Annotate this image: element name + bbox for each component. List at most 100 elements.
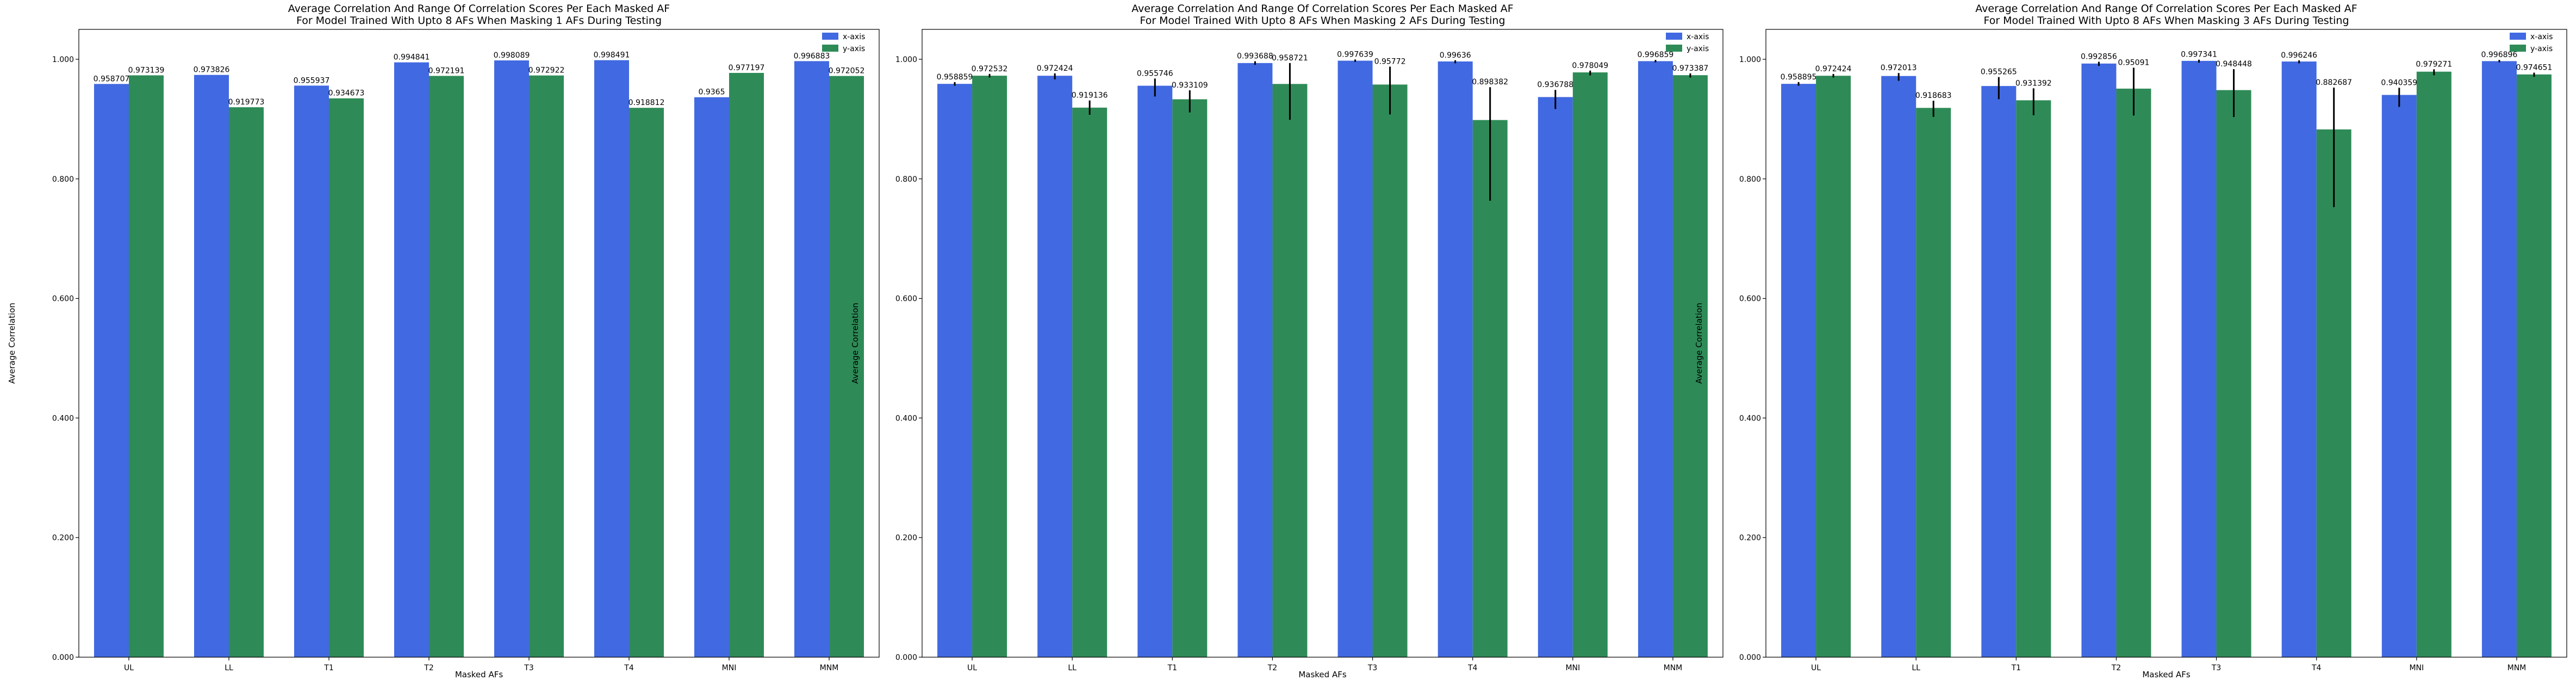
y-tick-label: 0.600 — [52, 295, 74, 304]
bar-y-axis-T3 — [1372, 84, 1408, 657]
legend-label-y-axis: y-axis — [1687, 45, 1709, 53]
bar-y-axis-UL — [1816, 76, 1851, 657]
value-label-y-axis-UL: 0.973139 — [128, 66, 165, 75]
bar-x-axis-T4 — [1438, 61, 1473, 658]
value-label-y-axis-T2: 0.95091 — [2118, 58, 2149, 67]
x-tick-label: T1 — [323, 664, 333, 672]
y-tick-label: 0.400 — [1739, 414, 1761, 423]
x-axis-label: Masked AFs — [1298, 670, 1347, 679]
bar-x-axis-LL — [1881, 76, 1917, 657]
chart-panel-1: Average Correlation And Range Of Correla… — [7, 3, 880, 679]
y-tick-label: 0.600 — [895, 295, 917, 304]
value-label-x-axis-T4: 0.99636 — [1440, 51, 1471, 60]
value-label-y-axis-T1: 0.931392 — [2015, 79, 2052, 88]
bar-y-axis-UL — [129, 75, 164, 658]
value-label-y-axis-T4: 0.898382 — [1472, 78, 1508, 86]
x-tick-label: MNI — [1565, 664, 1580, 672]
x-tick-label: T4 — [1467, 664, 1478, 672]
y-tick-label: 1.000 — [895, 55, 917, 64]
legend: x-axis y-axis — [1666, 33, 1709, 53]
value-label-y-axis-T3: 0.948448 — [2216, 60, 2252, 69]
legend-swatch-x-axis — [1666, 33, 1682, 40]
bar-y-axis-T2 — [429, 76, 464, 658]
bar-y-axis-MNI — [2416, 71, 2451, 658]
bar-x-axis-T1 — [1981, 86, 2017, 657]
x-tick-label: MNI — [722, 664, 737, 672]
chart-title: Average Correlation And Range Of Correla… — [1131, 3, 1513, 27]
x-tick-label: UL — [967, 664, 977, 672]
x-tick-label: UL — [1811, 664, 1821, 672]
bar-x-axis-T3 — [494, 60, 529, 658]
value-label-x-axis-UL: 0.958707 — [94, 75, 130, 83]
bar-x-axis-T4 — [2281, 61, 2317, 657]
legend-label-y-axis: y-axis — [843, 45, 865, 53]
legend-swatch-y-axis — [1666, 45, 1682, 52]
value-label-x-axis-T2: 0.994841 — [394, 53, 430, 62]
y-tick-label: 0.400 — [52, 414, 74, 423]
bar-x-axis-LL — [1037, 76, 1073, 657]
y-axis-label: Average Correlation — [7, 302, 17, 384]
bar-y-axis-T3 — [529, 75, 564, 657]
value-label-x-axis-T3: 0.997341 — [2181, 51, 2217, 59]
y-tick-label: 0.200 — [1739, 534, 1761, 542]
value-label-x-axis-MNI: 0.936788 — [1537, 81, 1573, 89]
legend-swatch-y-axis — [2510, 45, 2526, 52]
value-label-x-axis-T4: 0.998491 — [594, 51, 630, 60]
value-label-x-axis-MNM: 0.996896 — [2481, 51, 2518, 59]
bar-x-axis-UL — [94, 84, 129, 658]
x-tick-label: MNM — [1664, 664, 1683, 672]
bar-x-axis-T2 — [2081, 63, 2117, 658]
y-tick-label: 0.000 — [1739, 653, 1761, 662]
x-tick-label: MNM — [820, 664, 839, 672]
x-tick-label: MNM — [2507, 664, 2527, 672]
bar-x-axis-MNI — [694, 97, 729, 657]
x-tick-label: T2 — [1267, 664, 1277, 672]
value-label-x-axis-T1: 0.955746 — [1137, 69, 1173, 78]
bar-y-axis-MNM — [2516, 74, 2552, 657]
legend-label-y-axis: y-axis — [2530, 45, 2553, 53]
bar-x-axis-MNM — [794, 61, 829, 657]
bar-x-axis-T4 — [594, 60, 629, 658]
legend-swatch-x-axis — [822, 33, 838, 40]
y-axis-label: Average Correlation — [850, 302, 860, 384]
bar-x-axis-T3 — [2181, 60, 2217, 657]
value-label-x-axis-T1: 0.955265 — [1981, 68, 2017, 77]
value-label-x-axis-MNI: 0.940359 — [2381, 78, 2417, 87]
chart-panel-2: Average Correlation And Range Of Correla… — [850, 3, 1723, 679]
value-label-y-axis-LL: 0.918683 — [1915, 91, 1952, 100]
x-tick-label: T4 — [624, 664, 634, 672]
bar-y-axis-UL — [972, 76, 1007, 658]
y-tick-label: 0.400 — [895, 414, 917, 423]
x-axis-label: Masked AFs — [455, 670, 503, 679]
x-tick-label: T3 — [2211, 664, 2221, 672]
legend-swatch-y-axis — [822, 45, 838, 52]
value-label-y-axis-T2: 0.972191 — [428, 67, 465, 76]
y-tick-label: 0.200 — [52, 534, 74, 542]
bar-y-axis-T4 — [1472, 120, 1508, 658]
y-tick-label: 0.800 — [1739, 175, 1761, 184]
bar-x-axis-T3 — [1337, 60, 1373, 657]
bar-x-axis-MNM — [2481, 61, 2517, 658]
bar-y-axis-T2 — [1272, 84, 1308, 658]
value-label-x-axis-T2: 0.992856 — [2081, 53, 2117, 61]
value-label-x-axis-T2: 0.993688 — [1237, 52, 1273, 61]
x-tick-label: LL — [1912, 664, 1920, 672]
legend-label-x-axis: x-axis — [2530, 33, 2553, 41]
x-tick-label: T1 — [2011, 664, 2021, 672]
x-tick-label: LL — [1068, 664, 1077, 672]
plot-frame — [78, 29, 880, 658]
legend: x-axis y-axis — [2510, 33, 2553, 53]
x-axis-label: Masked AFs — [2142, 670, 2191, 679]
x-tick-label: T2 — [424, 664, 433, 672]
y-axis-label: Average Correlation — [1694, 302, 1704, 384]
y-tick-label: 1.000 — [1739, 55, 1761, 64]
value-label-y-axis-MNM: 0.974651 — [2516, 64, 2553, 72]
value-label-x-axis-MNI: 0.9365 — [699, 88, 725, 97]
bar-x-axis-T1 — [294, 85, 329, 657]
bar-y-axis-T4 — [2316, 129, 2351, 657]
chart-panel-3: Average Correlation And Range Of Correla… — [1694, 3, 2567, 679]
x-tick-label: UL — [124, 664, 134, 672]
bar-y-axis-MNM — [1672, 75, 1708, 658]
value-label-y-axis-T4: 0.882687 — [2316, 78, 2352, 87]
